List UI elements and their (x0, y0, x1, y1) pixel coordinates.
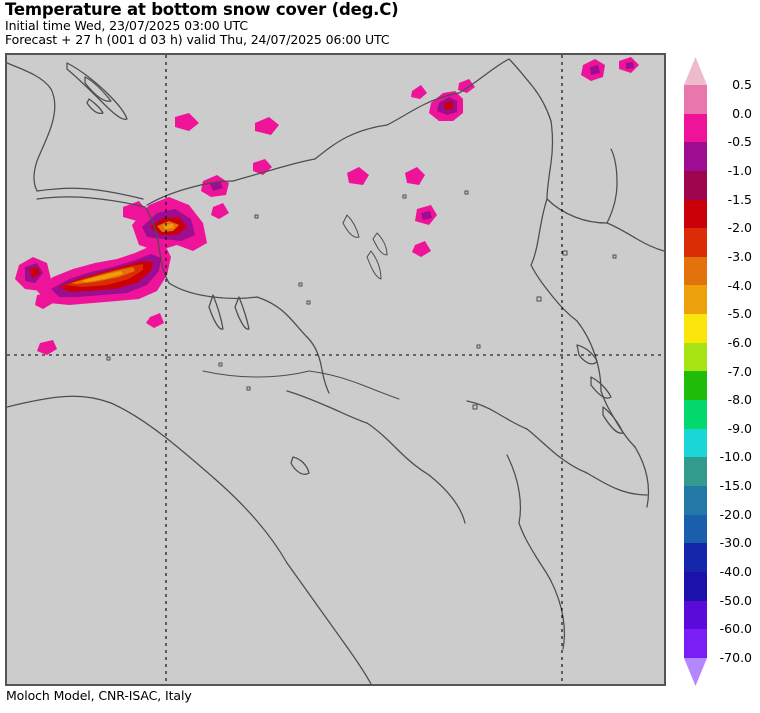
colorbar-band-16 (684, 543, 707, 572)
model-credit-label: Moloch Model, CNR-ISAC, Italy (6, 688, 192, 703)
colorbar-tick-11: -8.0 (727, 392, 752, 408)
contour-patch-i (347, 167, 369, 185)
colorbar-band-4 (684, 199, 707, 229)
colorbar-band-1 (684, 113, 707, 143)
colorbar-band-17 (684, 571, 707, 601)
colorbar-over-arrow-icon (684, 57, 707, 85)
colorbar-bands (684, 85, 707, 658)
contour-pennine-arc (37, 245, 171, 305)
contour-patch-maritime (37, 340, 57, 355)
gridline-layer (7, 55, 664, 684)
colorbar-band-19 (684, 629, 707, 658)
map-panel[interactable] (5, 53, 666, 686)
colorbar-band-8 (684, 314, 707, 343)
contour-western-alps (132, 197, 207, 251)
colorbar-band-3 (684, 170, 707, 200)
contour-patch-m (146, 313, 164, 328)
colorbar-tick-5: -2.0 (727, 220, 752, 236)
coastline-layer (7, 58, 664, 684)
colorbar-tick-7: -4.0 (727, 277, 752, 293)
colorbar-tick-14: -15.0 (719, 478, 752, 494)
colorbar (684, 57, 707, 686)
colorbar-band-12 (684, 428, 707, 458)
contour-patch-c (175, 113, 199, 131)
contour-patch-f-hot (29, 267, 40, 278)
colorbar-band-6 (684, 256, 707, 286)
colorbar-tick-2: -0.5 (727, 134, 752, 150)
colorbar-tick-9: -6.0 (727, 334, 752, 350)
colorbar-tick-16: -30.0 (719, 535, 752, 551)
colorbar-tick-18: -50.0 (719, 592, 752, 608)
contour-patch-g (35, 293, 53, 309)
colorbar-band-5 (684, 228, 707, 257)
colorbar-tick-19: -60.0 (719, 621, 752, 637)
colorbar-band-9 (684, 342, 707, 372)
colorbar-tick-15: -20.0 (719, 506, 752, 522)
colorbar-band-10 (684, 371, 707, 401)
colorbar-band-11 (684, 400, 707, 429)
contour-eastern-alps (411, 79, 475, 121)
colorbar-band-2 (684, 142, 707, 171)
temperature-field-layer (15, 57, 639, 355)
map-background (7, 55, 664, 684)
colorbar-band-18 (684, 600, 707, 630)
colorbar-tick-10: -7.0 (727, 363, 752, 379)
page-title: Temperature at bottom snow cover (deg.C) (5, 0, 399, 19)
colorbar-tick-20: -70.0 (719, 650, 752, 665)
colorbar-tick-17: -40.0 (719, 564, 752, 580)
colorbar-tick-6: -3.0 (727, 248, 752, 264)
colorbar-under-arrow-icon (684, 658, 707, 686)
contour-patch-ne1-core (590, 65, 600, 75)
colorbar-band-7 (684, 285, 707, 315)
contour-patch-ne2-core (626, 62, 634, 69)
colorbar-tick-12: -9.0 (727, 420, 752, 436)
colorbar-tick-4: -1.5 (727, 191, 752, 207)
colorbar-tick-labels: 0.5 0.0 -0.5 -1.0 -1.5 -2.0 -3.0 -4.0 -5.0 -6.0 -7… (707, 57, 755, 686)
initial-time-label: Initial time Wed, 23/07/2025 03:00 UTC (5, 18, 248, 33)
colorbar-band-14 (684, 485, 707, 515)
colorbar-band-0 (684, 85, 707, 114)
contour-patch-e (211, 203, 229, 219)
colorbar-band-15 (684, 514, 707, 544)
contour-patch-a-core (210, 181, 223, 191)
forecast-validity-label: Forecast + 27 h (001 d 03 h) valid Thu, … (5, 32, 390, 47)
colorbar-tick-3: -1.0 (727, 162, 752, 178)
colorbar-band-13 (684, 457, 707, 486)
contour-patch-j-core (421, 211, 432, 220)
contour-patch-l (255, 117, 279, 135)
colorbar-tick-1: 0.0 (732, 105, 752, 121)
colorbar-tick-8: -5.0 (727, 306, 752, 322)
map-canvas (7, 55, 664, 684)
colorbar-tick-0: 0.5 (732, 77, 752, 92)
header-block: Temperature at bottom snow cover (deg.C)… (5, 0, 705, 47)
colorbar-tick-13: -10.0 (719, 449, 752, 465)
contour-patch-h (405, 167, 425, 185)
contour-patch-k (412, 241, 431, 257)
